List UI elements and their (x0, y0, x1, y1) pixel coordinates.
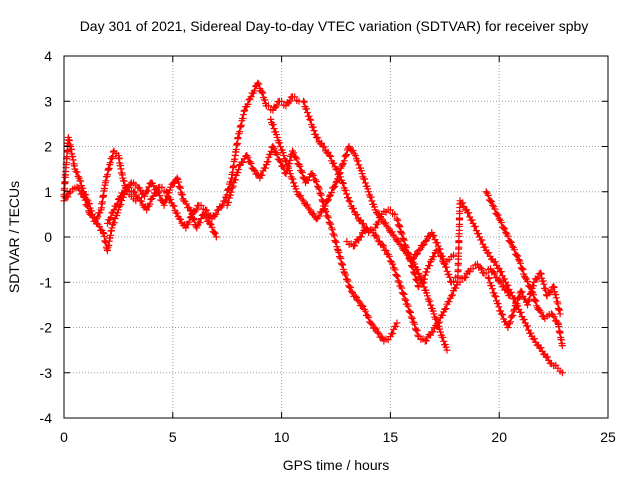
series-markers (267, 115, 451, 354)
series-satellite-track-4 (223, 143, 401, 345)
x-tick-label: 15 (383, 429, 399, 445)
series-markers (343, 224, 514, 345)
series-satellite-track-2 (60, 174, 220, 255)
x-tick-label: 0 (60, 429, 68, 445)
y-tick-label: -1 (40, 274, 53, 290)
series-satellite-track-8 (482, 188, 566, 350)
series-markers (60, 174, 220, 255)
data-layer (60, 79, 566, 377)
y-tick-label: -3 (40, 365, 53, 381)
y-axis-label: SDTVAR / TECUs (6, 181, 22, 293)
series-satellite-track-5 (267, 115, 451, 354)
y-tick-label: 2 (44, 139, 52, 155)
ticks-layer: 0 5 10 15 20 25 -4 -3 -2 -1 0 1 2 3 4 (40, 48, 616, 445)
y-tick-label: 3 (44, 93, 52, 109)
series-satellite-track-3 (104, 79, 399, 236)
series-satellite-track-1 (60, 133, 140, 223)
chart-title: Day 301 of 2021, Sidereal Day-to-day VTE… (80, 18, 589, 34)
x-axis-label: GPS time / hours (283, 457, 390, 473)
series-satellite-track-10 (393, 215, 458, 291)
series-markers (223, 143, 401, 345)
series-satellite-track-6 (343, 224, 514, 345)
grid-layer (64, 56, 608, 418)
series-markers (393, 215, 458, 291)
series-markers (408, 197, 566, 377)
series-markers (60, 133, 140, 223)
series-markers (104, 79, 399, 236)
series-markers (482, 188, 566, 350)
x-tick-label: 20 (491, 429, 507, 445)
x-tick-label: 10 (274, 429, 290, 445)
series-markers (484, 269, 564, 331)
y-tick-label: 0 (44, 229, 52, 245)
y-tick-label: -2 (40, 320, 53, 336)
x-tick-label: 5 (169, 429, 177, 445)
series-satellite-track-7 (408, 197, 566, 377)
y-tick-label: 1 (44, 184, 52, 200)
y-tick-label: -4 (40, 410, 53, 426)
series-satellite-track-9 (484, 269, 564, 331)
y-tick-label: 4 (44, 48, 52, 64)
x-tick-label: 25 (600, 429, 616, 445)
